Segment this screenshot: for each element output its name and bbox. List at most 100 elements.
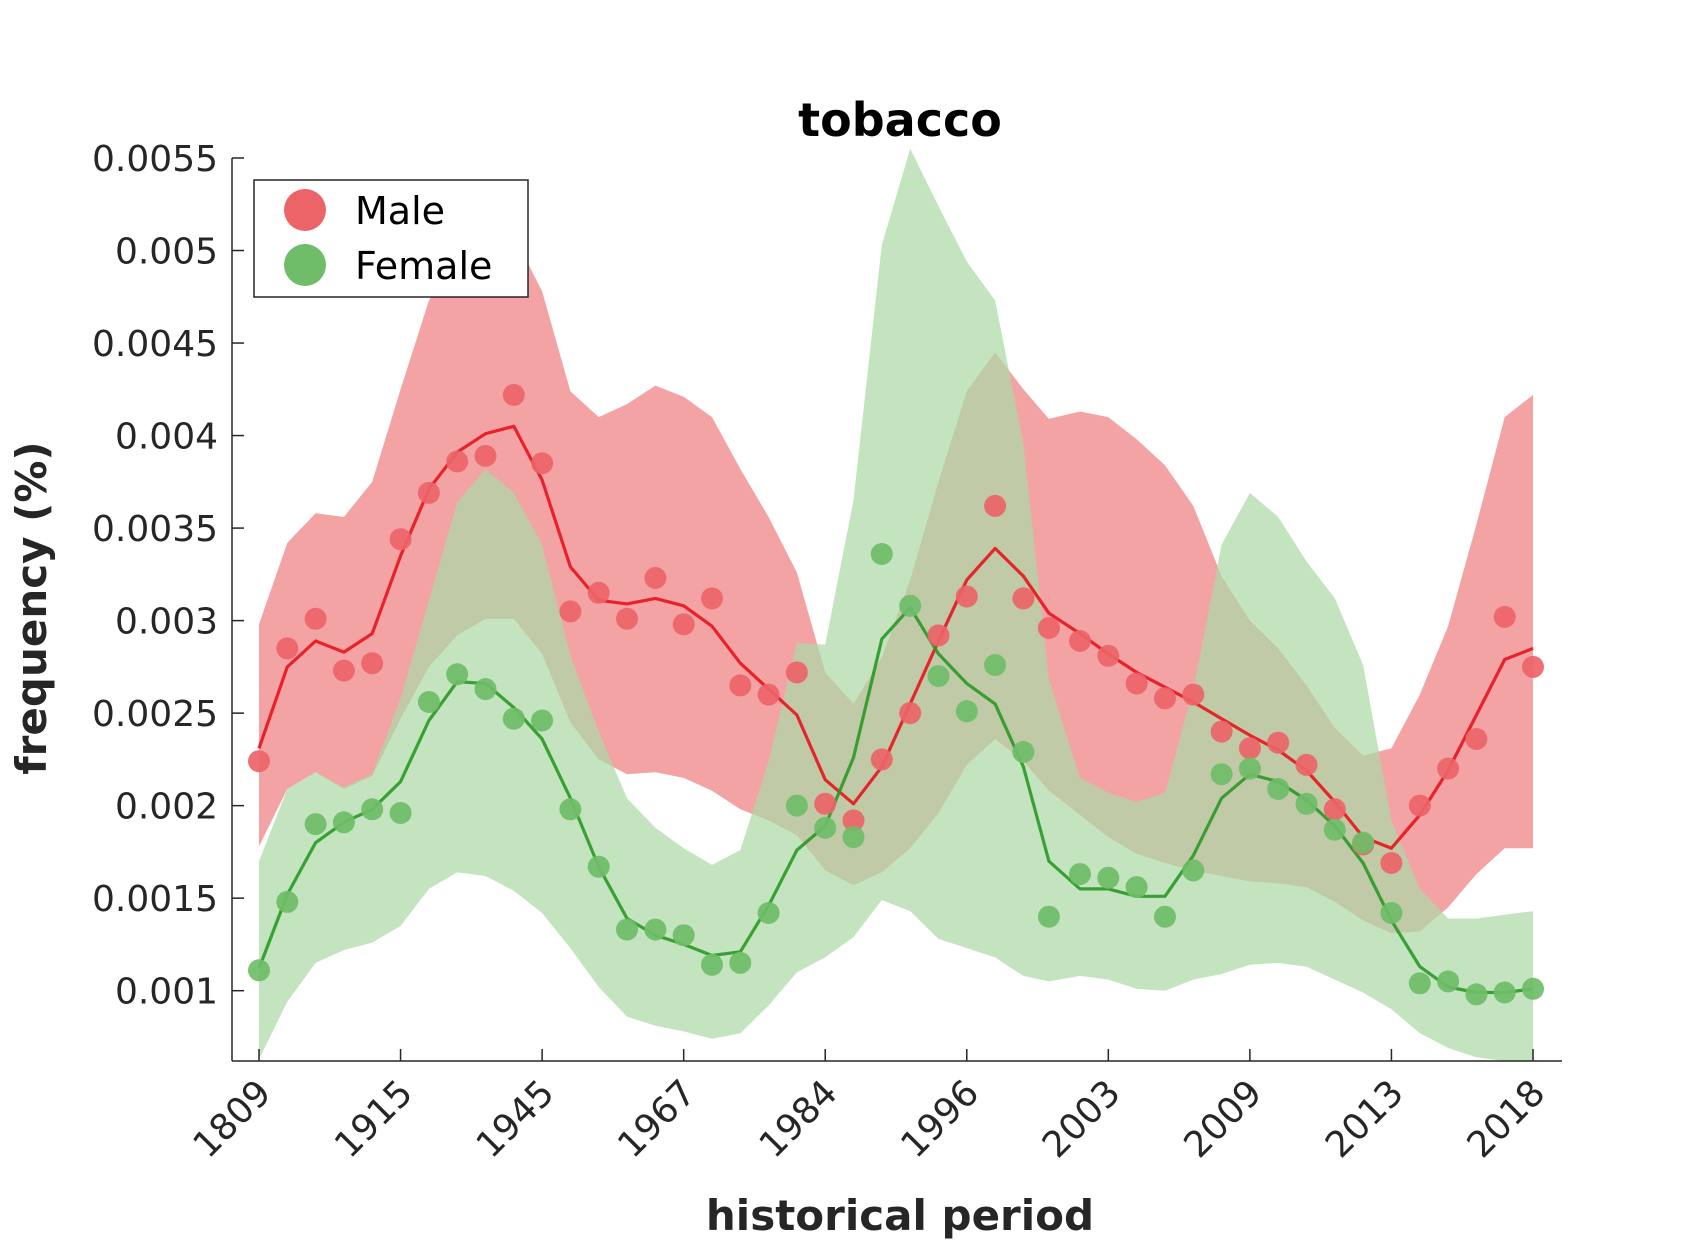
point-female: [842, 826, 865, 849]
point-female: [899, 594, 922, 617]
point-male: [899, 702, 922, 725]
point-female: [417, 691, 440, 713]
point-female: [1493, 981, 1516, 1004]
point-female: [446, 663, 469, 686]
point-male: [955, 585, 978, 608]
point-female: [1295, 792, 1318, 815]
point-male: [672, 613, 695, 636]
x-tick-label: 1915: [327, 1072, 421, 1166]
point-female: [701, 953, 723, 976]
point-male: [1522, 655, 1544, 678]
point-female: [1323, 818, 1346, 841]
line-female: [257, 606, 1534, 995]
point-male: [644, 567, 667, 589]
point-female: [1069, 863, 1091, 886]
x-tick-label: 2013: [1318, 1072, 1412, 1166]
chart-title: tobacco: [798, 93, 1002, 147]
point-male: [1267, 731, 1290, 754]
x-tick-label: 2003: [1035, 1072, 1129, 1166]
point-female: [1097, 866, 1120, 889]
points-layer: [248, 383, 1544, 1006]
point-male: [502, 383, 525, 406]
point-female: [729, 951, 752, 974]
point-female: [984, 654, 1007, 676]
point-male: [1437, 757, 1460, 780]
point-female: [1012, 741, 1035, 763]
y-axis-label: frequency (%): [7, 441, 56, 774]
legend-label-female: Female: [355, 244, 492, 288]
point-male: [1154, 687, 1176, 710]
x-tick-label: 2009: [1176, 1072, 1270, 1166]
band-female: [259, 148, 1533, 1061]
point-male: [1097, 644, 1120, 667]
point-male: [1493, 605, 1516, 628]
point-male: [785, 661, 808, 684]
point-male: [701, 587, 723, 610]
point-female: [502, 707, 525, 730]
x-tick-label: 1984: [752, 1072, 846, 1166]
x-tick-label: 1945: [469, 1072, 563, 1166]
point-female: [1125, 876, 1148, 899]
point-female: [587, 855, 610, 878]
y-tick-label: 0.0035: [92, 509, 218, 550]
y-tick-label: 0.005: [115, 232, 218, 273]
point-male: [559, 600, 582, 623]
x-axis-label: historical period: [706, 1191, 1094, 1240]
point-female: [616, 918, 638, 941]
point-female: [248, 959, 270, 982]
point-female: [1522, 977, 1544, 1000]
point-male: [842, 809, 865, 832]
x-tick-label: 1996: [893, 1072, 987, 1166]
point-female: [1380, 902, 1403, 924]
legend: Male Female: [253, 179, 529, 298]
point-male: [870, 748, 893, 771]
legend-label-male: Male: [355, 189, 445, 233]
point-female: [955, 700, 978, 723]
point-male: [1182, 683, 1205, 706]
point-male: [389, 528, 412, 551]
point-female: [1408, 972, 1431, 995]
point-female: [757, 902, 780, 924]
point-female: [1154, 905, 1176, 928]
point-female: [1182, 859, 1205, 882]
point-male: [814, 792, 837, 815]
point-female: [361, 798, 384, 821]
y-tick-label: 0.001: [115, 972, 218, 1013]
y-tick-label: 0.0015: [92, 879, 218, 920]
point-female: [1267, 778, 1290, 800]
y-tick-label: 0.002: [115, 787, 218, 828]
point-female: [814, 816, 837, 839]
x-tick-label: 1967: [610, 1072, 704, 1166]
point-female: [785, 794, 808, 817]
point-female: [1352, 831, 1375, 854]
point-male: [1295, 753, 1318, 776]
point-male: [446, 450, 469, 473]
point-male: [1037, 617, 1060, 639]
point-male: [1465, 728, 1488, 750]
point-female: [531, 709, 554, 732]
legend-marker-female: [284, 244, 326, 286]
point-male: [1408, 794, 1431, 817]
point-male: [984, 494, 1007, 517]
point-female: [389, 802, 412, 824]
y-tick-label: 0.003: [115, 602, 218, 643]
point-male: [1012, 587, 1035, 610]
point-female: [474, 678, 497, 701]
point-male: [248, 750, 270, 773]
y-tick-label: 0.0045: [92, 324, 218, 365]
point-male: [1069, 630, 1091, 652]
y-tick-label: 0.004: [115, 417, 218, 458]
point-male: [587, 581, 610, 604]
point-female: [1238, 757, 1261, 780]
point-male: [332, 659, 355, 682]
point-female: [644, 918, 667, 941]
point-female: [1465, 983, 1488, 1006]
point-male: [531, 452, 554, 475]
point-female: [870, 543, 893, 565]
y-tick-label: 0.0055: [92, 139, 218, 180]
point-female: [927, 665, 950, 688]
point-male: [276, 637, 299, 660]
point-male: [1380, 852, 1403, 874]
point-male: [729, 674, 752, 697]
